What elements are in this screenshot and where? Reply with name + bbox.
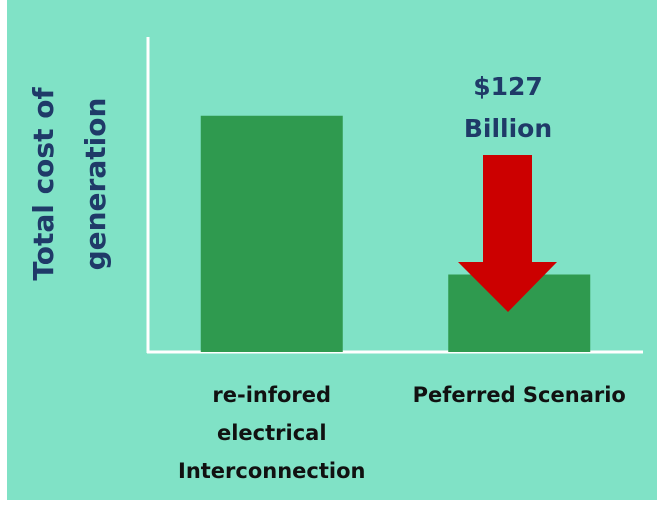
- x-tick-label: re-infored electrical Interconnection: [178, 383, 366, 483]
- annotation: Billion: [464, 114, 552, 143]
- bar: [200, 115, 343, 352]
- annotation: $127: [473, 72, 543, 101]
- y-axis-label: Total cost of generation: [27, 87, 112, 281]
- x-tick-label: Peferred Scenario: [412, 383, 626, 407]
- arrow: [458, 155, 557, 312]
